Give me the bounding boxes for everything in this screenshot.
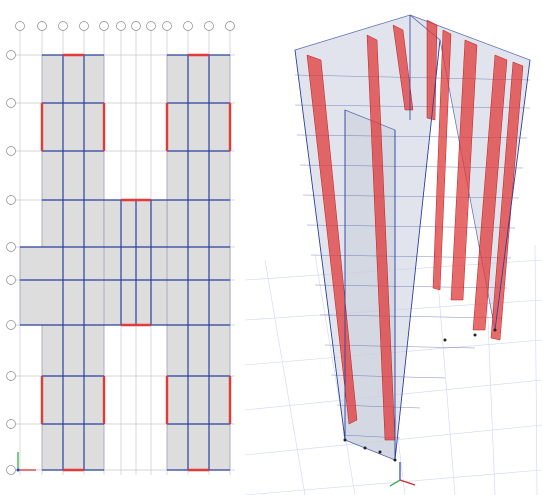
grid-bubbles-top bbox=[15, 21, 235, 31]
axis-triad-icon bbox=[16, 452, 36, 472]
plan-shear-walls bbox=[40, 53, 232, 472]
3d-model-view-panel[interactable] bbox=[245, 0, 542, 495]
shear-walls-3d bbox=[306, 19, 524, 441]
support-icon bbox=[343, 328, 497, 462]
plan-view-panel[interactable] bbox=[0, 0, 240, 495]
columns-3d bbox=[294, 15, 531, 461]
plan-view-canvas[interactable] bbox=[0, 0, 240, 495]
axis-triad-3d-icon bbox=[389, 462, 416, 487]
grid-bubbles-left bbox=[6, 50, 16, 475]
3d-model-canvas[interactable] bbox=[245, 0, 542, 495]
plan-slabs bbox=[19, 54, 231, 471]
